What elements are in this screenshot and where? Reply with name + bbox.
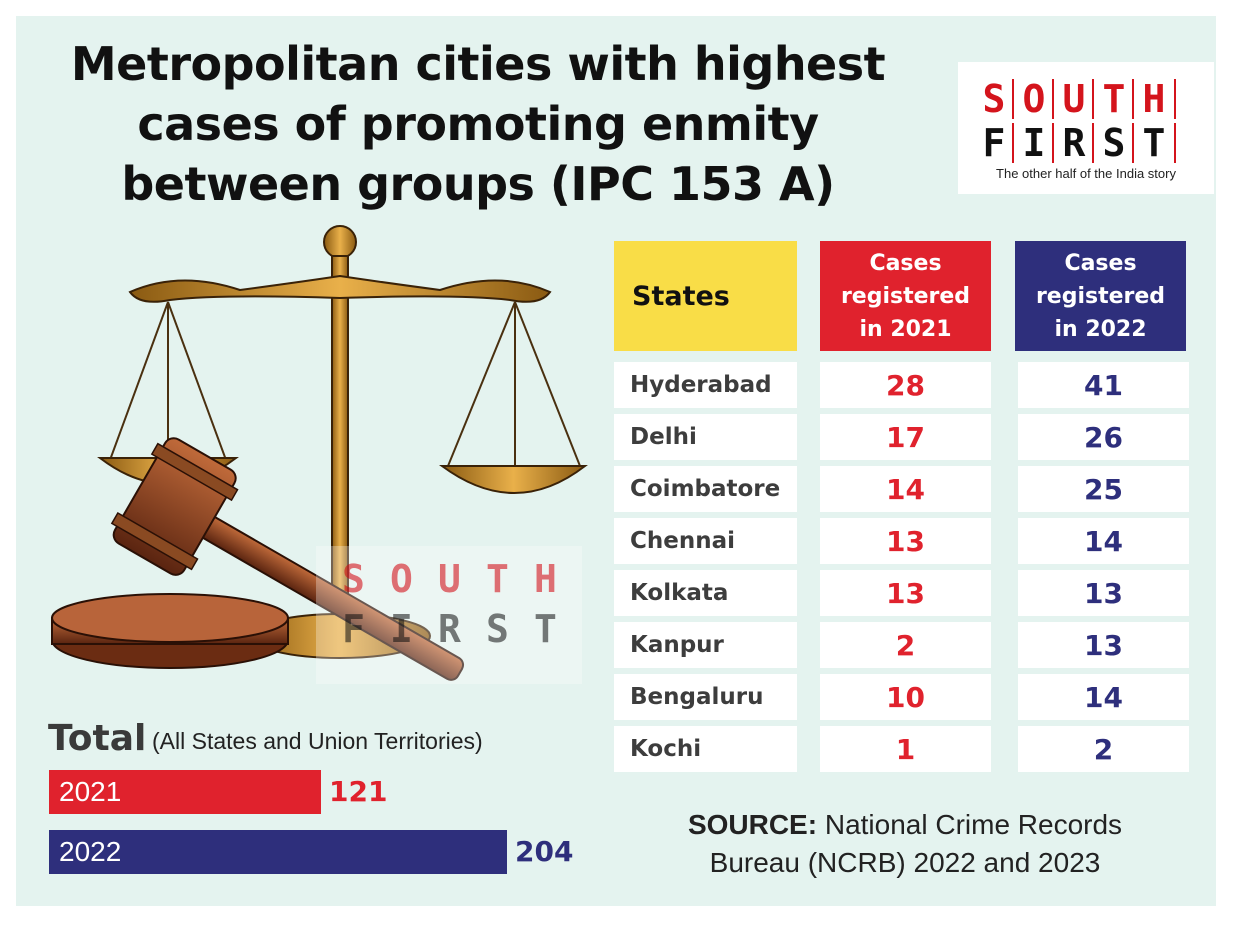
table-cell-2022: 41 bbox=[1018, 362, 1189, 408]
logo-letter: T bbox=[1142, 121, 1166, 165]
table-cell-state: Kanpur bbox=[614, 622, 797, 668]
table-cell-2021: 14 bbox=[820, 466, 991, 512]
logo-divider bbox=[1092, 123, 1094, 163]
svg-text:F: F bbox=[342, 607, 365, 651]
logo-letter: H bbox=[1142, 77, 1166, 121]
table-cell-2021: 1 bbox=[820, 726, 991, 772]
total-bar-2021: 2021 bbox=[49, 770, 321, 814]
logo-divider bbox=[1092, 79, 1094, 119]
header-2022-line: in 2022 bbox=[1054, 316, 1147, 342]
logo-divider bbox=[1052, 123, 1054, 163]
table-cell-state: Hyderabad bbox=[614, 362, 797, 408]
table-cell-2021: 17 bbox=[820, 414, 991, 460]
logo-letter: S bbox=[982, 77, 1006, 121]
logo-letter: U bbox=[1062, 77, 1086, 121]
svg-text:T: T bbox=[534, 607, 557, 651]
total-bar-2022: 2022 bbox=[49, 830, 507, 874]
table-cell-2021: 10 bbox=[820, 674, 991, 720]
logo-row-south: S O U T H bbox=[958, 76, 1214, 122]
logo-letter: I bbox=[1022, 121, 1046, 165]
total-heading: Total bbox=[48, 718, 147, 759]
title-line-1: Metropolitan cities with highest bbox=[70, 37, 886, 91]
table-cell-state: Coimbatore bbox=[614, 466, 797, 512]
table-cell-state: Delhi bbox=[614, 414, 797, 460]
table-cell-2022: 26 bbox=[1018, 414, 1189, 460]
table-cell-state: Chennai bbox=[614, 518, 797, 564]
table-cell-2022: 13 bbox=[1018, 622, 1189, 668]
source-text-1: National Crime Records bbox=[824, 809, 1123, 840]
table-cell-2021: 2 bbox=[820, 622, 991, 668]
logo-divider bbox=[1012, 123, 1014, 163]
logo-divider bbox=[1012, 79, 1014, 119]
table-cell-state: Bengaluru bbox=[614, 674, 797, 720]
table-cell-2021: 13 bbox=[820, 518, 991, 564]
chart-title: Metropolitan cities with highest cases o… bbox=[28, 34, 928, 214]
south-first-logo: S O U T H F I R S T The other half of th… bbox=[958, 62, 1214, 194]
title-line-2: cases of promoting enmity bbox=[137, 97, 819, 151]
source-line-2: Bureau (NCRB) 2022 and 2023 bbox=[709, 847, 1101, 878]
total-bar-value: 204 bbox=[515, 835, 574, 868]
total-subtitle: (All States and Union Territories) bbox=[152, 728, 483, 754]
logo-letter: F bbox=[982, 121, 1006, 165]
header-2021-line: Cases bbox=[869, 250, 942, 276]
logo-divider bbox=[1052, 79, 1054, 119]
svg-text:T: T bbox=[486, 557, 509, 601]
title-line-3: between groups (IPC 153 A) bbox=[121, 157, 835, 211]
table-cell-2022: 13 bbox=[1018, 570, 1189, 616]
logo-divider bbox=[1132, 79, 1134, 119]
logo-divider bbox=[1132, 123, 1134, 163]
scales-gavel-illustration bbox=[51, 225, 588, 681]
logo-divider bbox=[1174, 79, 1176, 119]
source-note: SOURCE: National Crime Records Bureau (N… bbox=[640, 806, 1170, 882]
total-bar-value: 121 bbox=[329, 775, 388, 808]
svg-text:O: O bbox=[390, 557, 413, 601]
table-cell-2022: 2 bbox=[1018, 726, 1189, 772]
header-cases-2022: Cases registered in 2022 bbox=[1015, 241, 1186, 351]
logo-tagline: The other half of the India story bbox=[996, 166, 1176, 181]
logo-letter: O bbox=[1022, 77, 1046, 121]
logo-letter: T bbox=[1102, 77, 1126, 121]
header-states: States bbox=[614, 241, 797, 351]
svg-text:R: R bbox=[438, 607, 461, 651]
header-2021-line: registered bbox=[840, 283, 971, 309]
table-cell-2022: 14 bbox=[1018, 674, 1189, 720]
table-cell-state: Kolkata bbox=[614, 570, 797, 616]
logo-divider bbox=[1174, 123, 1176, 163]
table-cell-2021: 13 bbox=[820, 570, 991, 616]
table-cell-state: Kochi bbox=[614, 726, 797, 772]
table-cell-2021: 28 bbox=[820, 362, 991, 408]
header-2021-line: in 2021 bbox=[859, 316, 952, 342]
table-cell-2022: 25 bbox=[1018, 466, 1189, 512]
total-bar-label: 2021 bbox=[59, 776, 122, 807]
svg-text:U: U bbox=[438, 557, 461, 601]
svg-text:I: I bbox=[390, 607, 413, 651]
total-bar-label: 2022 bbox=[59, 836, 122, 867]
header-2022-line: registered bbox=[1035, 283, 1166, 309]
header-2022-line: Cases bbox=[1064, 250, 1137, 276]
svg-text:S: S bbox=[486, 607, 509, 651]
table-cell-2022: 14 bbox=[1018, 518, 1189, 564]
source-line-1: SOURCE: National Crime Records bbox=[640, 806, 1170, 844]
source-label: SOURCE: bbox=[687, 809, 818, 840]
svg-text:H: H bbox=[534, 557, 557, 601]
logo-letter: S bbox=[1102, 121, 1126, 165]
header-cases-2021: Cases registered in 2021 bbox=[820, 241, 991, 351]
svg-text:S: S bbox=[342, 557, 365, 601]
logo-row-first: F I R S T bbox=[958, 120, 1214, 166]
logo-letter: R bbox=[1062, 121, 1086, 165]
